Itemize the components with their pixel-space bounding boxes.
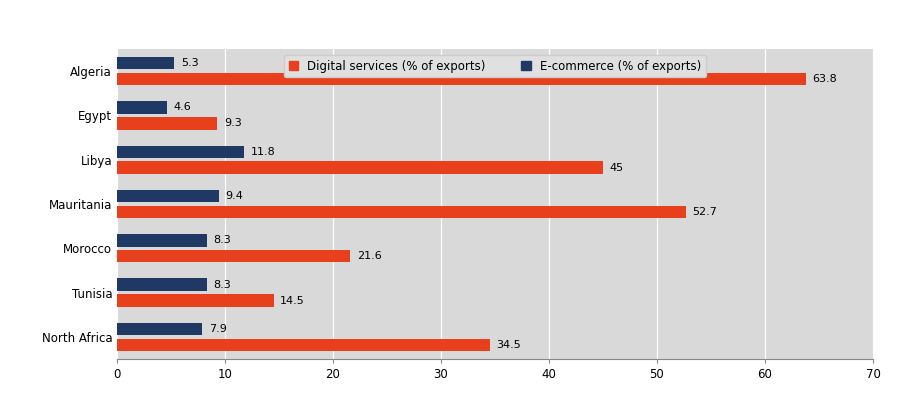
Bar <box>117 339 490 351</box>
Text: 7.9: 7.9 <box>209 324 227 334</box>
Text: 52.7: 52.7 <box>693 207 717 217</box>
Text: 21.6: 21.6 <box>356 251 382 261</box>
Text: 8.3: 8.3 <box>213 279 231 290</box>
Bar <box>117 278 207 291</box>
Bar <box>117 57 175 69</box>
Text: 4.6: 4.6 <box>173 102 191 113</box>
Text: 34.5: 34.5 <box>496 340 521 350</box>
Text: 9.3: 9.3 <box>224 118 242 129</box>
Text: 11.8: 11.8 <box>251 147 275 157</box>
Text: 45: 45 <box>609 163 624 173</box>
Bar <box>117 101 166 114</box>
Bar <box>117 234 207 246</box>
Legend: Digital services (% of exports), E-commerce (% of exports): Digital services (% of exports), E-comme… <box>284 55 706 77</box>
Text: 63.8: 63.8 <box>813 74 837 84</box>
Text: 9.4: 9.4 <box>225 191 243 201</box>
Bar <box>117 250 350 262</box>
Text: 5.3: 5.3 <box>181 58 198 68</box>
Bar <box>117 190 219 202</box>
Bar <box>117 162 603 174</box>
Bar <box>117 146 245 158</box>
Text: 14.5: 14.5 <box>280 295 305 306</box>
Bar <box>117 323 202 335</box>
Bar <box>117 206 686 218</box>
Bar <box>117 117 218 130</box>
Bar <box>117 294 274 307</box>
Bar <box>117 73 806 85</box>
Text: 8.3: 8.3 <box>213 235 231 245</box>
